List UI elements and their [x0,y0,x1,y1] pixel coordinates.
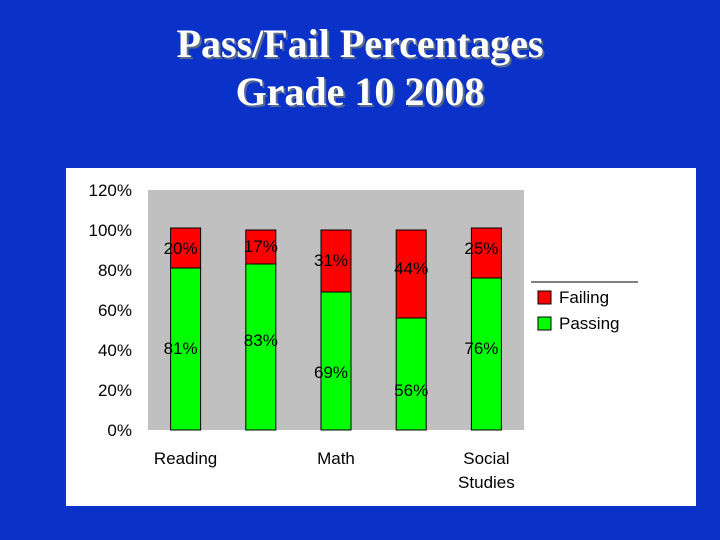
data-label-passing: 81% [164,339,198,358]
data-label-passing: 83% [244,331,278,350]
stacked-bar-chart: 0% 20% 40% 60% 80% 100% 120% 20% 81% 17% 83% 31% 69… [89,181,638,492]
chart-panel: 0% 20% 40% 60% 80% 100% 120% 20% 81% 17% 83% 31% 69… [66,168,696,506]
y-tick-label: 120% [89,181,132,200]
legend-swatch-passing [537,316,552,331]
legend-label-passing: Passing [559,314,619,333]
bar-failing [470,227,502,279]
bar-passing [395,317,427,431]
bar-passing [245,263,277,431]
data-label-failing: 17% [244,237,278,256]
data-label-passing: 56% [394,381,428,400]
data-label-failing: 31% [314,251,348,270]
bar-failing [395,229,427,319]
title-line-2: Grade 10 2008 [235,69,485,114]
x-axis: Reading Math Social Studies [154,449,515,492]
legend-label-failing: Failing [559,288,609,307]
bar-failing [170,227,202,269]
bar-passing [170,267,202,431]
data-label-failing: 25% [464,239,498,258]
x-category-label: Math [317,449,355,468]
bar-passing [320,291,352,431]
data-labels: 20% 81% 17% 83% 31% 69% 44% 56% 25% 76% [164,237,499,400]
y-axis: 0% 20% 40% 60% 80% 100% 120% [89,181,132,440]
x-category-label: Social [463,449,509,468]
title-line-1: Pass/Fail Percentages [176,21,544,66]
bar-failing [245,229,277,265]
legend-swatch-failing [537,290,552,305]
y-tick-label: 40% [98,341,132,360]
bar-failing [320,229,352,293]
y-tick-label: 80% [98,261,132,280]
bars [170,227,502,431]
bar-passing [470,277,502,431]
slide-title: Pass/Fail Percentages Grade 10 2008 [0,20,720,116]
data-label-passing: 76% [464,339,498,358]
y-tick-label: 20% [98,381,132,400]
legend: Failing Passing [531,281,638,333]
y-tick-label: 0% [107,421,132,440]
x-category-label: Reading [154,449,217,468]
data-label-failing: 44% [394,259,428,278]
data-label-failing: 20% [164,239,198,258]
y-tick-label: 60% [98,301,132,320]
data-label-passing: 69% [314,363,348,382]
x-category-label: Studies [458,473,515,492]
y-tick-label: 100% [89,221,132,240]
